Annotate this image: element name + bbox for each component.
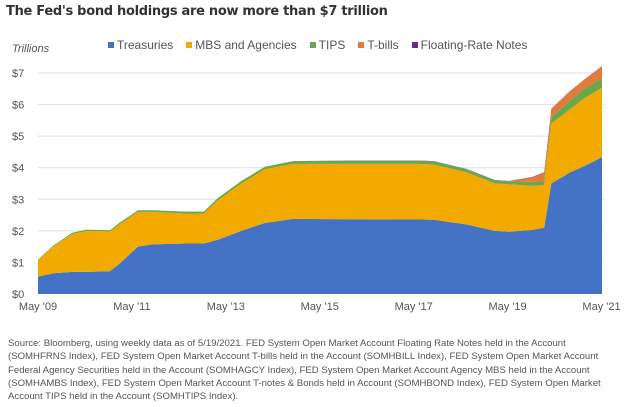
legend-item-treasuries[interactable]: Treasuries: [108, 38, 173, 52]
x-tick-label: May '21: [582, 301, 620, 313]
legend-label: T-bills: [367, 38, 399, 52]
y-axis-label: Trillions: [12, 43, 50, 55]
y-tick-label: $3: [12, 194, 24, 206]
legend-item-tbills[interactable]: T-bills: [358, 38, 399, 52]
y-axis-ticks: $0 $1 $2 $3 $4 $5 $6 $7: [12, 68, 24, 301]
area-mbs-and-agencies: [38, 87, 602, 277]
x-tick-label: May '09: [19, 301, 57, 313]
legend-label: MBS and Agencies: [195, 38, 297, 52]
y-tick-label: $0: [12, 289, 24, 301]
x-tick-label: May '19: [489, 301, 527, 313]
legend-swatch: [108, 42, 114, 48]
legend-swatch: [186, 42, 193, 48]
y-tick-label: $5: [12, 131, 24, 143]
stacked-areas: [38, 66, 602, 294]
chart-plot: $0$1$2$3$4$5$6$7 May '09 May '11 May '13 Ma…: [12, 66, 621, 313]
x-axis-ticks: May '09 May '11 May '13 May '15 May '17 May '…: [19, 301, 621, 313]
legend-label: TIPS: [318, 38, 346, 52]
legend-item-mbs[interactable]: MBS and Agencies: [186, 38, 297, 52]
x-tick-label: May '15: [301, 301, 339, 313]
source-note: Source: Bloomberg, using weekly data as …: [8, 338, 601, 403]
legend-swatch: [309, 42, 316, 48]
legend-item-tips[interactable]: TIPS: [309, 38, 346, 52]
legend: Treasuries MBS and Agencies TIPS T-bills…: [108, 38, 540, 52]
legend-label: Floating-Rate Notes: [420, 38, 528, 52]
chart-title: The Fed's bond holdings are now more tha…: [6, 4, 388, 19]
y-tick-label: $7: [12, 68, 24, 80]
legend-label: Treasuries: [117, 38, 174, 52]
legend-swatch: [411, 42, 418, 48]
area-treasuries: [38, 157, 602, 294]
x-tick-label: May '11: [113, 301, 150, 313]
y-tick-label: $1: [12, 257, 24, 269]
legend-swatch: [358, 42, 365, 48]
y-tick-label: $4: [12, 163, 24, 175]
y-tick-label: $2: [12, 226, 24, 238]
x-tick-label: May '13: [207, 301, 245, 313]
legend-item-frn[interactable]: Floating-Rate Notes: [411, 38, 528, 52]
y-tick-label: $6: [12, 100, 24, 112]
x-tick-label: May '17: [395, 301, 433, 313]
